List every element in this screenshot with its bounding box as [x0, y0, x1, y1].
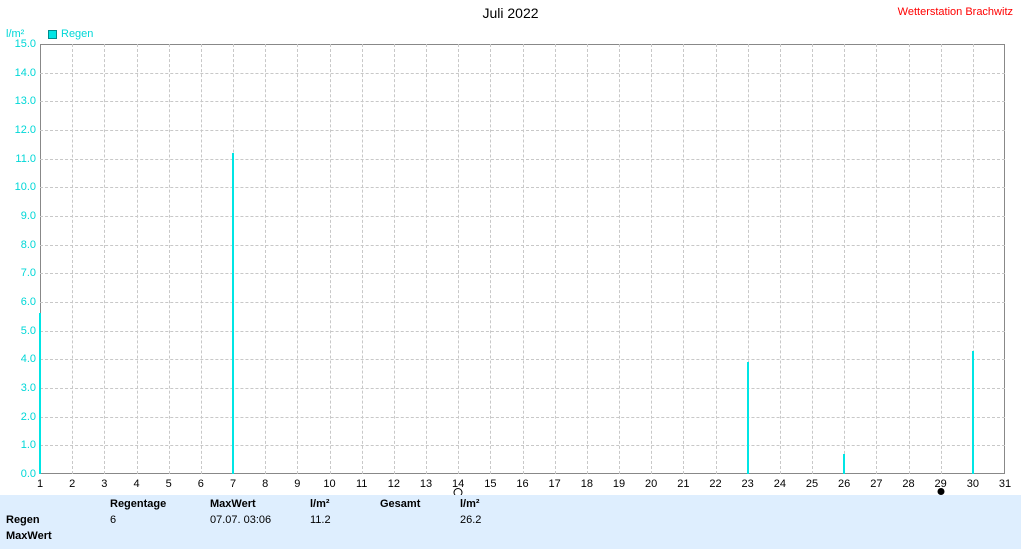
summary-row-cutoff: MaxWert [0, 529, 1021, 545]
gridline-vertical [555, 44, 556, 474]
y-tick-label: 10.0 [6, 181, 36, 193]
summary-header-regentage: Regentage [110, 497, 210, 513]
gridline-vertical [941, 44, 942, 474]
summary-regentage-value: 6 [110, 513, 210, 529]
gridline-vertical [362, 44, 363, 474]
y-tick-label: 7.0 [6, 267, 36, 279]
x-tick-label: 15 [484, 478, 496, 490]
gridline-vertical [490, 44, 491, 474]
x-tick-label: 5 [166, 478, 172, 490]
summary-maxwert-datetime: 07.07. 03:06 [210, 513, 310, 529]
x-tick-label: 24 [774, 478, 786, 490]
summary-maxwert-value: 11.2 [310, 513, 380, 529]
x-tick-label: 18 [581, 478, 593, 490]
station-label: Wetterstation Brachwitz [898, 6, 1013, 18]
bar [232, 153, 234, 474]
gridline-vertical [844, 44, 845, 474]
legend-swatch-icon [48, 30, 57, 39]
gridline-vertical [587, 44, 588, 474]
x-tick-label: 23 [742, 478, 754, 490]
gridline-vertical [458, 44, 459, 474]
x-tick-label: 10 [323, 478, 335, 490]
gridline-vertical [169, 44, 170, 474]
gridline-vertical [651, 44, 652, 474]
gridline-vertical [104, 44, 105, 474]
x-tick-label: 26 [838, 478, 850, 490]
summary-header-maxwert-unit: l/m² [310, 497, 380, 513]
gridline-vertical [812, 44, 813, 474]
y-tick-label: 13.0 [6, 95, 36, 107]
y-tick-label: 0.0 [6, 468, 36, 480]
x-tick-label: 13 [420, 478, 432, 490]
x-tick-label: 6 [198, 478, 204, 490]
x-tick-label: 7 [230, 478, 236, 490]
x-tick-label: 16 [516, 478, 528, 490]
gridline-vertical [426, 44, 427, 474]
gridline-vertical [201, 44, 202, 474]
summary-header-gesamt-unit: l/m² [460, 497, 530, 513]
y-tick-label: 8.0 [6, 239, 36, 251]
gridline-vertical [330, 44, 331, 474]
summary-header-gesamt: Gesamt [380, 497, 460, 513]
gridline-vertical [297, 44, 298, 474]
x-tick-label: 8 [262, 478, 268, 490]
y-tick-label: 3.0 [6, 382, 36, 394]
summary-header-maxwert: MaxWert [210, 497, 310, 513]
full-moon-marker-icon [937, 488, 944, 495]
x-tick-label: 22 [709, 478, 721, 490]
y-tick-label: 6.0 [6, 296, 36, 308]
gridline-vertical [909, 44, 910, 474]
bar [39, 313, 41, 474]
x-tick-label: 27 [870, 478, 882, 490]
x-tick-label: 25 [806, 478, 818, 490]
chart-title: Juli 2022 [482, 5, 538, 21]
bar [972, 351, 974, 474]
summary-panel: Regentage MaxWert l/m² Gesamt l/m² Regen… [0, 495, 1021, 549]
bar [843, 454, 845, 474]
y-tick-label: 15.0 [6, 38, 36, 50]
x-tick-label: 28 [902, 478, 914, 490]
x-tick-label: 19 [613, 478, 625, 490]
legend-text: Regen [61, 28, 93, 40]
gridline-vertical [265, 44, 266, 474]
y-tick-label: 5.0 [6, 325, 36, 337]
gridline-vertical [72, 44, 73, 474]
gridline-vertical [137, 44, 138, 474]
x-tick-label: 31 [999, 478, 1011, 490]
x-tick-label: 30 [967, 478, 979, 490]
bar [747, 362, 749, 474]
x-tick-label: 9 [294, 478, 300, 490]
x-tick-label: 3 [101, 478, 107, 490]
x-tick-label: 17 [549, 478, 561, 490]
y-tick-label: 2.0 [6, 411, 36, 423]
y-tick-label: 14.0 [6, 67, 36, 79]
x-tick-label: 2 [69, 478, 75, 490]
gridline-vertical [619, 44, 620, 474]
plot-area: 0.01.02.03.04.05.06.07.08.09.010.011.012… [40, 44, 1005, 474]
gridline-vertical [876, 44, 877, 474]
gridline-vertical [523, 44, 524, 474]
gridline-vertical [780, 44, 781, 474]
y-tick-label: 9.0 [6, 210, 36, 222]
gridline-vertical [683, 44, 684, 474]
chart-root: Juli 2022 Wetterstation Brachwitz l/m² R… [0, 0, 1021, 549]
x-tick-label: 1 [37, 478, 43, 490]
gridline-vertical [394, 44, 395, 474]
summary-gesamt-value: 26.2 [460, 513, 530, 529]
x-tick-label: 20 [645, 478, 657, 490]
legend: Regen [48, 28, 93, 40]
x-tick-label: 21 [677, 478, 689, 490]
y-tick-label: 12.0 [6, 124, 36, 136]
x-tick-label: 12 [388, 478, 400, 490]
summary-row-label: Regen [0, 513, 110, 529]
y-tick-label: 11.0 [6, 153, 36, 165]
y-tick-label: 1.0 [6, 439, 36, 451]
x-tick-label: 4 [133, 478, 139, 490]
x-tick-label: 11 [356, 478, 367, 490]
y-tick-label: 4.0 [6, 353, 36, 365]
gridline-vertical [716, 44, 717, 474]
